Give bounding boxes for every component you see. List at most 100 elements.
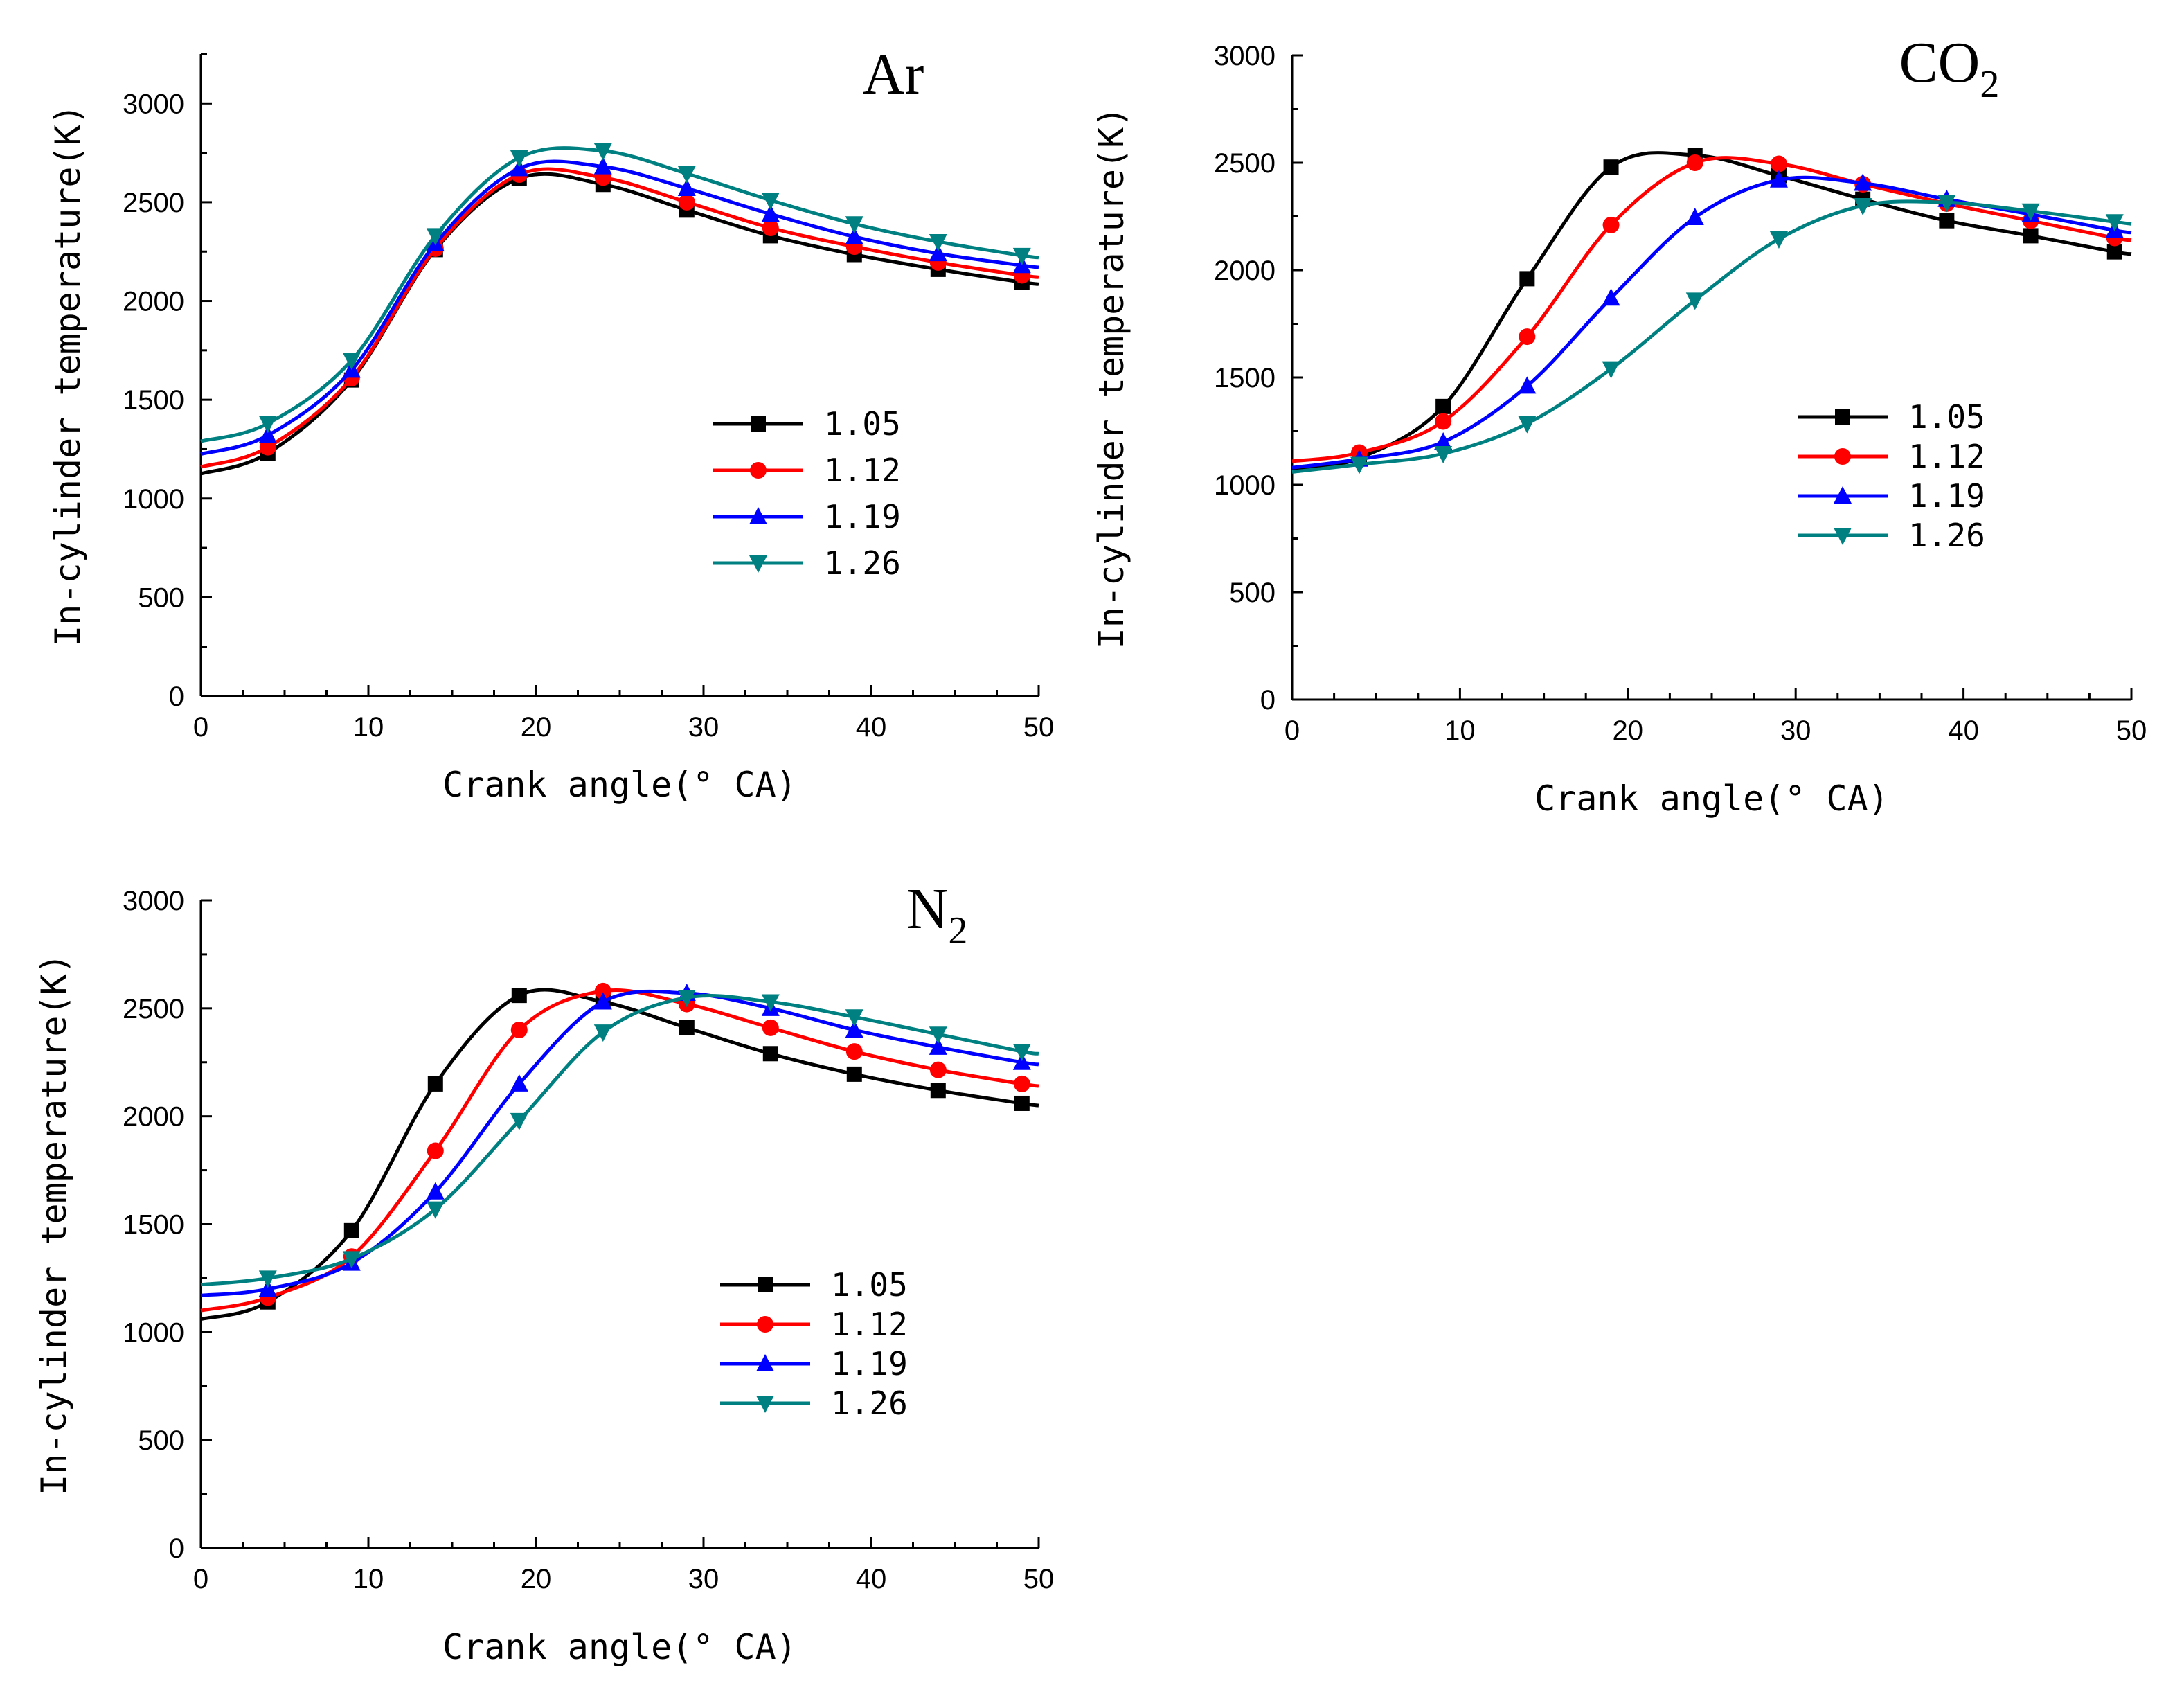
data-point-marker [929, 244, 947, 262]
legend-marker [756, 1396, 774, 1413]
data-point-marker [762, 220, 779, 237]
data-point-marker [1012, 247, 1031, 265]
data-point-marker [510, 159, 528, 177]
y-tick-label: 0 [169, 1533, 184, 1564]
legend-marker [1834, 448, 1851, 465]
x-axis-title: Crank angle(° CA) [442, 765, 797, 805]
y-tick-label: 1500 [123, 1210, 184, 1240]
data-point-marker [593, 1024, 612, 1042]
data-point-marker [846, 1066, 862, 1082]
legend-marker [751, 416, 766, 432]
data-point-marker [510, 1022, 528, 1038]
y-tick-label: 3000 [1214, 41, 1276, 71]
panel-title-main: CO [1899, 30, 1980, 95]
x-tick-label: 10 [353, 1564, 384, 1594]
legend-label: 1.05 [824, 405, 901, 443]
data-point-marker [1685, 292, 1704, 310]
y-tick-label: 0 [169, 682, 184, 712]
data-point-marker [761, 193, 780, 211]
data-point-marker [929, 1037, 947, 1055]
data-point-marker [1686, 154, 1703, 171]
legend-label: 1.05 [1908, 398, 1985, 436]
data-point-marker [1769, 170, 1788, 188]
data-point-marker [1937, 195, 1956, 213]
data-point-marker [1519, 271, 1535, 287]
legend-label: 1.19 [824, 498, 901, 535]
data-point-marker [930, 1083, 946, 1098]
data-point-marker [1434, 446, 1453, 464]
series-line [200, 172, 1039, 476]
data-point-marker [2106, 244, 2122, 260]
panel-title: N2 [906, 877, 968, 952]
panel-title-main: Ar [863, 42, 924, 107]
legend-marker [750, 462, 767, 479]
series-line [200, 167, 1039, 469]
chart-panel-2: 0 10 20 30 40 50050010001500200025003000Crank… [1091, 30, 2147, 819]
data-point-marker [258, 425, 277, 443]
data-point-marker [677, 178, 696, 196]
data-point-marker [1769, 231, 1788, 249]
y-tick-label: 3000 [123, 886, 184, 916]
series-line [200, 988, 1039, 1313]
data-point-marker [427, 1076, 443, 1092]
legend-marker [1834, 528, 1852, 545]
y-tick-label: 2500 [1214, 148, 1276, 179]
series-1.12 [1291, 154, 2132, 463]
data-point-marker [1518, 416, 1537, 434]
data-point-marker [1012, 1044, 1031, 1062]
panel-title: CO2 [1899, 30, 2000, 106]
legend-marker [749, 507, 767, 524]
data-point-marker [762, 1019, 779, 1036]
x-tick-label: 50 [2116, 715, 2147, 746]
data-point-marker [510, 1074, 528, 1092]
y-axis-title: In-cylinder temperature(K) [1091, 107, 1131, 649]
legend-marker [756, 1354, 774, 1371]
data-point-marker [1350, 456, 1368, 474]
y-tick-label: 500 [138, 1425, 184, 1456]
chart-panel-3: 0 10 20 30 40 50050010001500200025003000Crank… [34, 877, 1054, 1667]
data-point-marker [511, 988, 527, 1004]
x-axis-title: Crank angle(° CA) [442, 1627, 797, 1667]
data-point-marker [1854, 173, 1872, 191]
data-point-marker [677, 990, 696, 1008]
series-1.26 [200, 143, 1039, 443]
chart-panel-1: 0 10 20 30 40 50050010001500200025003000Crank… [48, 42, 1054, 805]
y-tick-label: 2000 [1214, 256, 1276, 286]
x-tick-label: 20 [1613, 715, 1644, 746]
data-point-marker [510, 150, 528, 168]
x-tick-label: 10 [1444, 715, 1476, 746]
data-point-marker [678, 193, 695, 211]
data-point-marker [761, 994, 780, 1012]
data-point-marker [426, 1201, 445, 1219]
legend-label: 1.12 [831, 1306, 908, 1343]
data-point-marker [1013, 1075, 1030, 1092]
y-tick-label: 2000 [123, 1102, 184, 1132]
y-tick-label: 500 [1229, 578, 1276, 608]
x-tick-label: 30 [688, 712, 719, 742]
series-line [200, 994, 1039, 1287]
data-point-marker [258, 1270, 277, 1288]
y-tick-label: 1500 [1214, 363, 1276, 393]
data-point-marker [1435, 413, 1452, 430]
x-tick-label: 0 [193, 712, 208, 742]
x-tick-label: 50 [1023, 712, 1055, 742]
y-tick-label: 1000 [123, 1317, 184, 1348]
legend-marker [758, 1277, 773, 1292]
y-tick-label: 2500 [123, 994, 184, 1024]
series-1.26 [1291, 195, 2132, 474]
data-point-marker [845, 1043, 863, 1060]
x-tick-label: 40 [1948, 715, 1979, 746]
data-point-marker [593, 992, 612, 1010]
legend-label: 1.26 [824, 544, 901, 582]
legend-label: 1.26 [1908, 517, 1985, 554]
data-point-marker [2105, 214, 2124, 232]
data-point-marker [426, 228, 445, 246]
data-point-marker [426, 1182, 445, 1200]
data-point-marker [594, 982, 611, 999]
legend-label: 1.26 [831, 1385, 908, 1422]
panel-title-subscript: 2 [948, 909, 967, 952]
panel-title-main: N [906, 877, 949, 941]
data-point-marker [258, 1279, 277, 1297]
series-line [1291, 151, 2132, 472]
data-point-marker [343, 1222, 359, 1238]
